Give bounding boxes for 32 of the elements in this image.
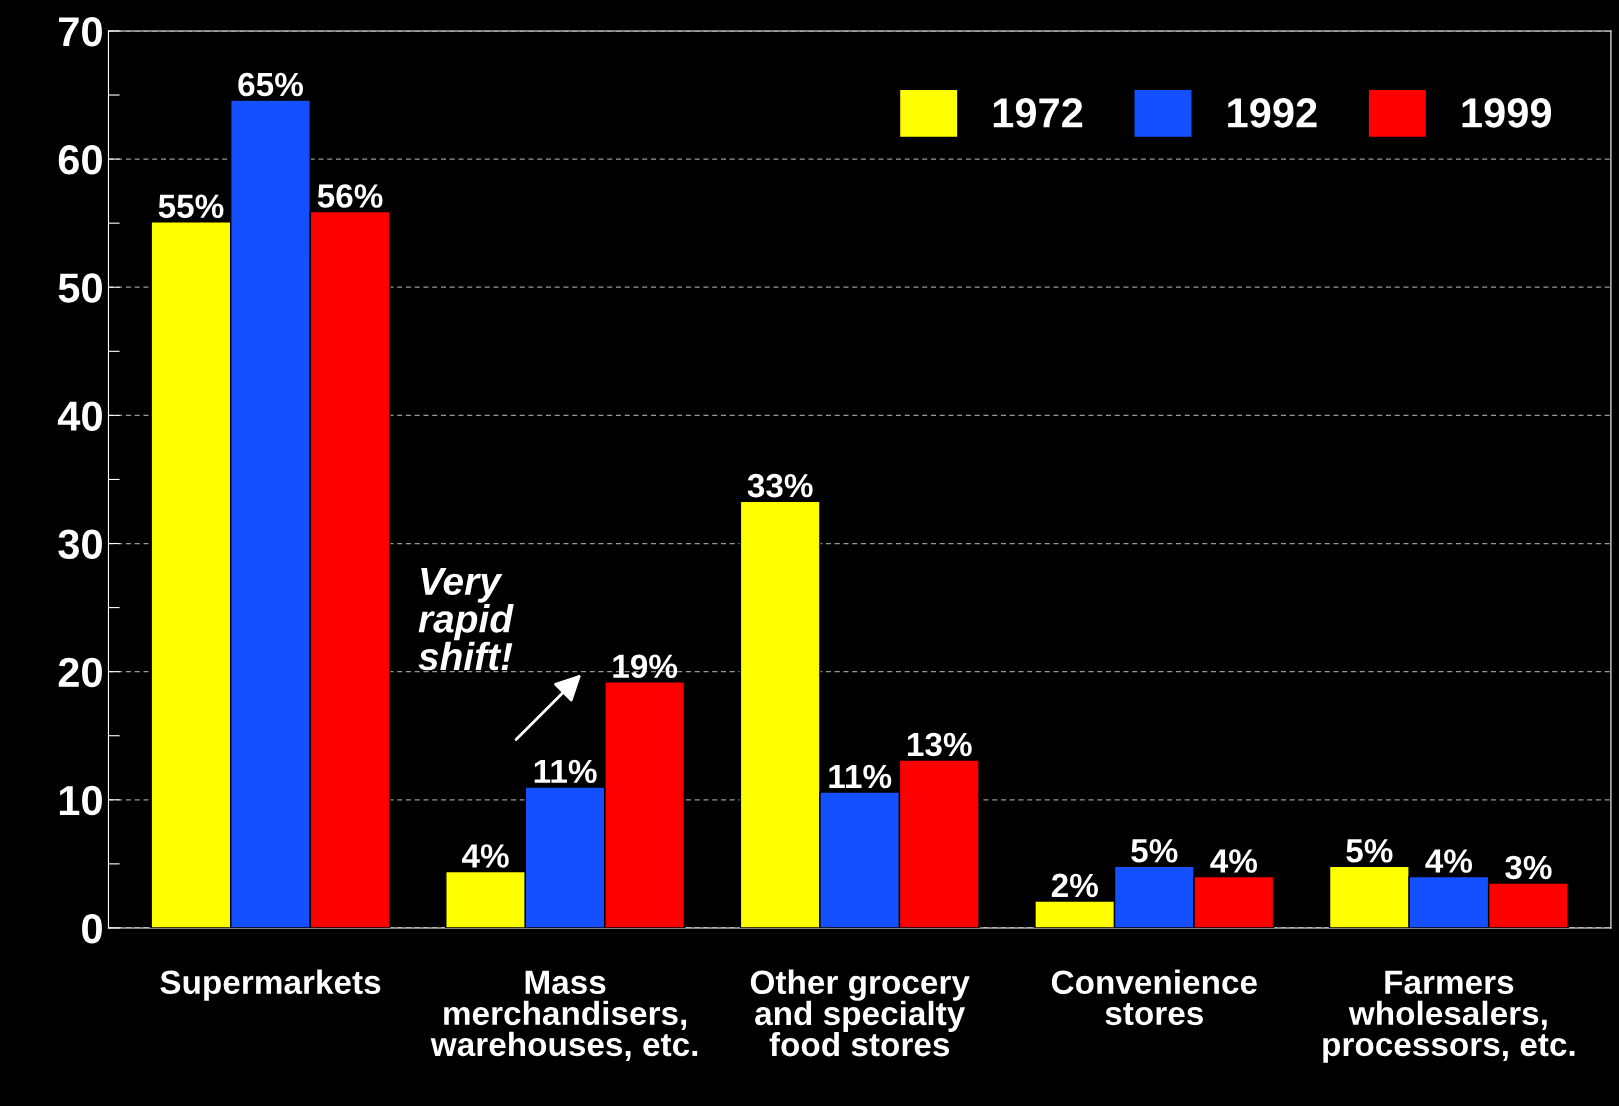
data-label: 4% bbox=[1210, 849, 1258, 873]
y-tick-label: 0 bbox=[82, 913, 102, 944]
y-tick-label: 60 bbox=[58, 145, 102, 175]
x-tick-label: Mass merchandisers, warehouses, etc. bbox=[430, 970, 698, 1062]
legend-label: 1992 bbox=[1228, 98, 1317, 128]
data-label: 33% bbox=[747, 473, 813, 498]
x-tick-label: Supermarkets bbox=[160, 969, 381, 1001]
y-tick-label: 70 bbox=[59, 16, 102, 47]
y-tick-label: 40 bbox=[57, 401, 102, 431]
x-tick-label: Other grocery and specialty food stores bbox=[750, 969, 970, 1057]
data-label: 5% bbox=[1346, 839, 1393, 863]
legend-label: 1999 bbox=[1462, 98, 1552, 128]
y-tick-label: 20 bbox=[58, 657, 102, 688]
data-label: 4% bbox=[461, 844, 509, 868]
data-label: 56% bbox=[317, 184, 383, 208]
data-label: 19% bbox=[613, 654, 678, 679]
data-label: 11% bbox=[534, 759, 597, 784]
data-label: 13% bbox=[907, 732, 972, 757]
x-tick-label: Farmers wholesalers, processors, etc. bbox=[1323, 970, 1575, 1063]
data-label: 11% bbox=[829, 764, 892, 789]
y-tick-label: 30 bbox=[58, 529, 102, 560]
data-label: 3% bbox=[1505, 855, 1552, 880]
data-label: 65% bbox=[238, 72, 303, 97]
data-label: 55% bbox=[158, 194, 224, 219]
annotation: Very rapid shift! bbox=[418, 567, 514, 671]
legend-label: 1972 bbox=[993, 98, 1083, 128]
y-tick-label: 50 bbox=[58, 273, 102, 303]
y-tick-label: 10 bbox=[59, 785, 102, 816]
data-label: 2% bbox=[1051, 873, 1098, 898]
x-tick-label: Convenience stores bbox=[1051, 969, 1257, 1026]
data-label: 5% bbox=[1131, 839, 1178, 863]
data-label: 4% bbox=[1425, 849, 1473, 873]
